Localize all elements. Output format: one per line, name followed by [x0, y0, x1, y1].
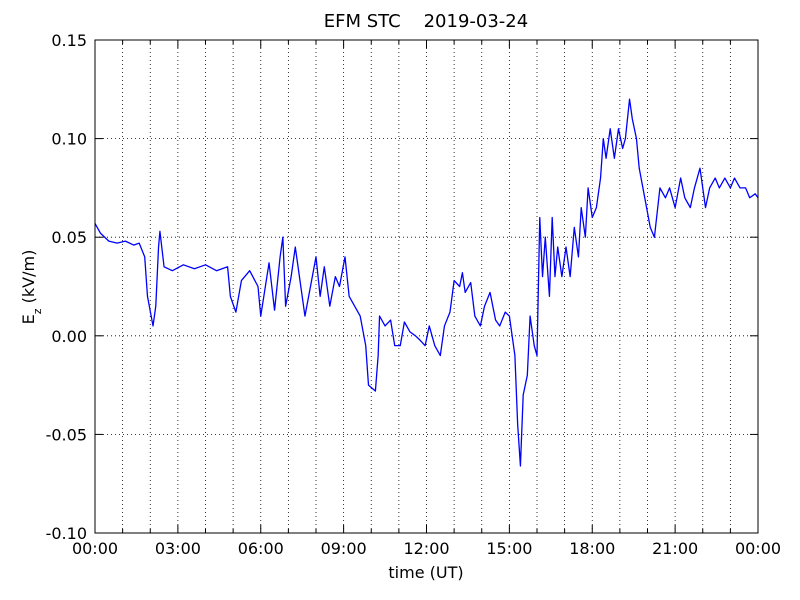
- x-tick-label: 09:00: [321, 539, 367, 558]
- y-tick-label: 0.10: [51, 130, 87, 149]
- x-tick-label: 15:00: [486, 539, 532, 558]
- x-tick-label: 12:00: [403, 539, 449, 558]
- y-tick-label: -0.05: [46, 425, 87, 444]
- y-label-subscript: z: [31, 308, 44, 314]
- x-tick-label: 06:00: [238, 539, 284, 558]
- data-line: [94, 98, 759, 467]
- x-tick-label: 00:00: [72, 539, 118, 558]
- plot-frame: [94, 39, 759, 534]
- x-axis-label: time (UT): [388, 563, 463, 582]
- y-label-main: E: [19, 314, 38, 324]
- x-tick-label: 18:00: [569, 539, 615, 558]
- y-tick-label: -0.10: [46, 524, 87, 543]
- x-tick-label: 03:00: [155, 539, 201, 558]
- y-axis-label: Ez (kV/m): [19, 250, 44, 325]
- y-label-unit: (kV/m): [19, 250, 38, 309]
- y-tick-label: 0.00: [51, 327, 87, 346]
- y-tick-label: 0.15: [51, 31, 87, 50]
- x-tick-label: 00:00: [735, 539, 781, 558]
- x-tick-label: 21:00: [652, 539, 698, 558]
- y-tick-label: 0.05: [51, 228, 87, 247]
- chart-title: EFM STC 2019-03-24: [324, 11, 528, 32]
